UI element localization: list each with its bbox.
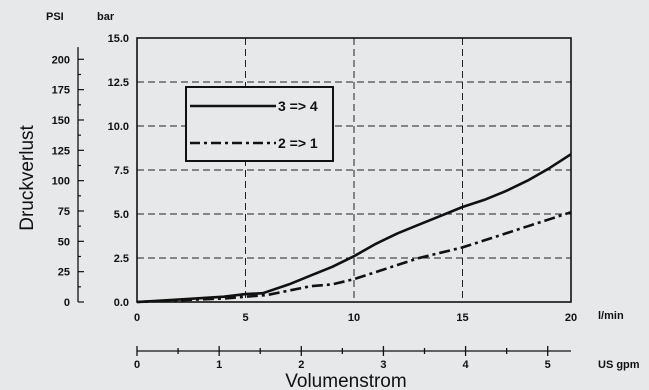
bar-unit-label: bar bbox=[97, 11, 115, 23]
psi-axis: 0 25 50 75 100 125 150 175 200 bbox=[52, 47, 84, 309]
legend-label-3-to-4: 3 => 4 bbox=[278, 98, 318, 114]
series-line-2-to-1 bbox=[136, 210, 572, 304]
x-tick-labels: 0 5 10 15 20 bbox=[134, 312, 577, 324]
legend-box bbox=[185, 86, 334, 162]
psi-unit-label: PSI bbox=[46, 11, 64, 23]
plot-frame bbox=[136, 37, 572, 303]
gpm-tick-label: 2 bbox=[298, 359, 304, 371]
psi-tick-label: 50 bbox=[58, 236, 70, 248]
bar-tick-label: 2.5 bbox=[114, 253, 129, 265]
x-tick-label: 20 bbox=[565, 312, 577, 324]
psi-tick-label: 125 bbox=[52, 145, 70, 157]
x-axis-title: Volumenstrom bbox=[285, 371, 406, 390]
psi-tick-label: 75 bbox=[58, 206, 70, 218]
lmin-unit-label: l/min bbox=[598, 310, 624, 322]
bar-tick-label: 12.5 bbox=[108, 77, 129, 89]
series bbox=[136, 153, 572, 304]
legend: 3 => 4 2 => 1 bbox=[185, 86, 334, 162]
bar-tick-label: 5.0 bbox=[114, 209, 129, 221]
bar-tick-labels: 0.0 2.5 5.0 7.5 10.0 12.5 15.0 bbox=[108, 33, 129, 309]
legend-label-2-to-1: 2 => 1 bbox=[278, 135, 318, 151]
gpm-tick-label: 3 bbox=[380, 359, 386, 371]
x-tick-label: 10 bbox=[348, 312, 360, 324]
grid bbox=[137, 38, 571, 302]
psi-tick-label: 0 bbox=[64, 297, 70, 309]
gpm-tick-label: 4 bbox=[463, 359, 470, 371]
psi-tick-label: 100 bbox=[52, 176, 70, 188]
psi-tick-label: 175 bbox=[52, 85, 70, 97]
y-axis-title: Druckverlust bbox=[17, 124, 38, 230]
x-tick-label: 5 bbox=[242, 312, 248, 324]
psi-tick-label: 150 bbox=[52, 115, 70, 127]
gpm-unit-label: US gpm bbox=[598, 359, 640, 371]
gpm-tick-label: 5 bbox=[545, 359, 551, 371]
psi-tick-label: 25 bbox=[58, 267, 70, 279]
gpm-tick-label: 1 bbox=[216, 359, 222, 371]
psi-tick-label: 200 bbox=[52, 54, 70, 66]
x-tick-label: 15 bbox=[456, 312, 468, 324]
x-tick-label: 0 bbox=[134, 312, 140, 324]
gpm-axis: 0 1 2 3 4 5 bbox=[134, 346, 571, 371]
bar-tick-label: 7.5 bbox=[114, 165, 129, 177]
bar-tick-label: 0.0 bbox=[114, 297, 129, 309]
series-line-3-to-4 bbox=[136, 153, 572, 304]
bar-tick-label: 15.0 bbox=[108, 33, 129, 45]
bar-tick-label: 10.0 bbox=[108, 121, 129, 133]
gpm-tick-label: 0 bbox=[134, 359, 140, 371]
